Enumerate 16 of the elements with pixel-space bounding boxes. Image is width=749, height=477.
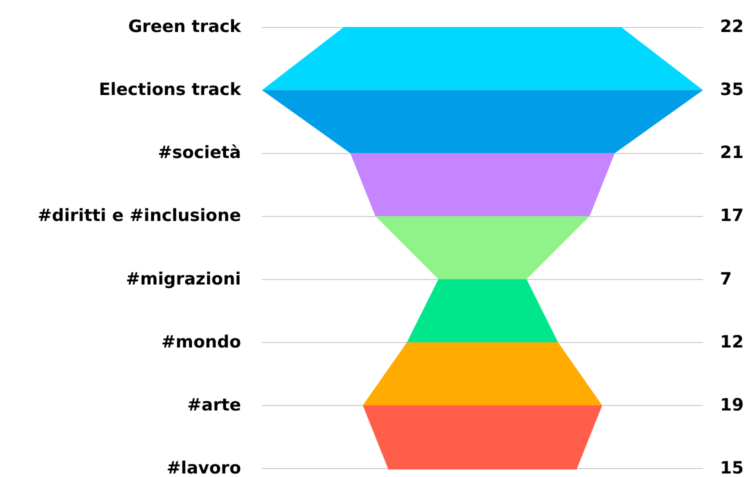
data-label: 35	[720, 80, 744, 100]
data-label: 22	[720, 17, 744, 37]
data-label: 19	[720, 395, 744, 416]
data-label: 15	[720, 458, 744, 477]
category-label: #diritti e #inclusione	[38, 206, 241, 226]
data-label: 17	[720, 206, 744, 226]
category-label: #migrazioni	[126, 269, 241, 290]
category-label: #mondo	[161, 332, 241, 352]
category-label: #arte	[187, 395, 241, 416]
category-label: Elections track	[98, 80, 242, 100]
category-label: #lavoro	[166, 458, 241, 477]
category-label: Green track	[128, 17, 242, 37]
category-label: #società	[158, 143, 241, 164]
data-label: 21	[720, 143, 744, 164]
data-label: 12	[720, 332, 744, 352]
data-label: 7	[720, 269, 732, 290]
